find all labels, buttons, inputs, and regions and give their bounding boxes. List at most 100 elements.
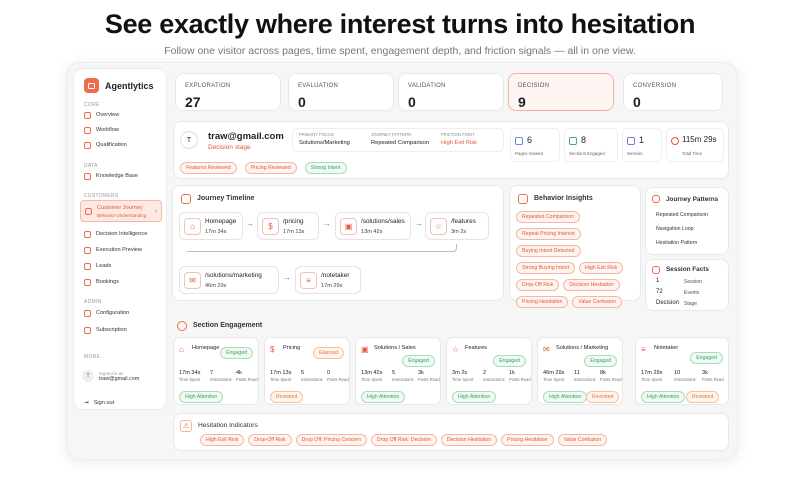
workflow-icon xyxy=(84,126,91,134)
pages-icon xyxy=(515,137,523,145)
grid-icon xyxy=(84,111,91,119)
dollar-icon: $ xyxy=(270,345,275,354)
stage-validation[interactable]: VALIDATION 0 xyxy=(398,73,504,111)
calendar-icon xyxy=(84,278,91,286)
hero-title: See exactly where interest turns into he… xyxy=(104,9,696,39)
tag-pricing-reviewed: Pricing Reviewed xyxy=(244,162,297,174)
target-icon xyxy=(177,321,187,331)
sidebar-item-qualification[interactable]: Qualification xyxy=(80,138,162,152)
sidebar-item-knowledge-base[interactable]: Knowledge Base xyxy=(80,169,162,183)
sidebar-item-workflow[interactable]: Workflow xyxy=(80,123,162,137)
brand-name: Agentlytics xyxy=(105,80,154,91)
visitor-tags: Features Reviewed Pricing Reviewed Stron… xyxy=(180,162,347,174)
insight-tags: Repeated Comparison Repeat Pricing Inter… xyxy=(516,211,638,308)
nav-section-customers: CUSTOMERS xyxy=(84,193,119,199)
arrow-right-icon: → xyxy=(415,219,423,228)
home-icon: ⌂ xyxy=(184,218,201,235)
sidebar-item-execution-preview[interactable]: Execution Preview xyxy=(80,243,162,257)
clock-icon xyxy=(671,137,679,145)
visitor-email: traw@gmail.com xyxy=(208,131,284,142)
arrow-right-icon: → xyxy=(246,219,254,228)
arrow-right-icon: → xyxy=(323,219,331,228)
star-icon: ☆ xyxy=(430,218,447,235)
section-card-pricing[interactable]: $ Pricing Glanced 17m 13s Time Spent 5 Inte… xyxy=(264,337,350,405)
section-card-solutions-sales[interactable]: ▣ Solutions / Sales Engaged 13m 42s Time S… xyxy=(355,337,441,405)
visitor-stage: Decision stage xyxy=(208,144,251,151)
metric-pages-viewed: 6 Pages Viewed xyxy=(510,128,560,162)
section-card-notetaker[interactable]: ≡ Notetaker Engaged 17m 29s Time Spent 10 I… xyxy=(635,337,729,405)
calendar-icon xyxy=(652,266,660,274)
behavior-insights-title: Behavior Insights xyxy=(534,195,593,202)
nav-section-admin: ADMIN xyxy=(84,299,102,305)
brain-icon xyxy=(84,230,91,238)
megaphone-icon: ✉ xyxy=(543,345,550,354)
journey-node-notetaker[interactable]: ≡/notetaker 17m 29s xyxy=(295,266,361,294)
nav-section-more: MORE xyxy=(84,354,101,360)
behavior-insights: Behavior Insights Repeated Comparison Re… xyxy=(509,185,641,308)
section-engagement-title: Section Engagement xyxy=(193,322,263,329)
journey-node-features[interactable]: ☆/features 3m 2s xyxy=(425,212,489,240)
tag-features-reviewed: Features Reviewed xyxy=(180,162,237,174)
megaphone-icon: ✉ xyxy=(184,272,201,289)
sidebar-item-decision-intelligence[interactable]: Decision Intelligence xyxy=(80,227,162,241)
briefcase-icon xyxy=(84,78,99,93)
stage-conversion[interactable]: CONVERSION 0 xyxy=(623,73,723,111)
star-icon: ☆ xyxy=(452,345,460,354)
stage-evaluation[interactable]: EVALUATION 0 xyxy=(288,73,394,111)
dollar-icon: $ xyxy=(262,218,279,235)
journey-node-solutions-sales[interactable]: ▣/solutions/sales 13m 42s xyxy=(335,212,411,240)
journey-timeline: Journey Timeline ⌂ Homepage 17m 34s → $/pr… xyxy=(172,185,504,301)
visitor-summary: PRIMARY FOCUS Solutions/Marketing JOURNE… xyxy=(292,128,504,152)
metric-session: 1 Session xyxy=(622,128,662,162)
section-card-homepage[interactable]: ⌂ Homepage Engaged 17m 34s Time Spent 7 Int… xyxy=(173,337,259,405)
pattern-icon xyxy=(652,195,660,203)
timeline-connector xyxy=(187,244,457,252)
document-icon xyxy=(627,137,635,145)
visitor-card: T traw@gmail.com Decision stage PRIMARY … xyxy=(173,121,729,179)
card-icon xyxy=(84,326,91,334)
app-window: Agentlytics CORE Overview Workflow Quali… xyxy=(66,62,738,460)
session-facts: Session Facts 1 Session 72 Events Decision… xyxy=(645,259,729,311)
metric-sections-engaged: 8 Sections Engaged xyxy=(564,128,618,162)
chevron-right-icon: › xyxy=(154,207,157,215)
sign-out-button[interactable]: ⇥ Sign out xyxy=(84,400,115,406)
sidebar-item-customer-journey[interactable]: Customer Journey Behavior Understanding › xyxy=(80,200,162,222)
target-icon xyxy=(84,141,91,149)
notepad-icon: ≡ xyxy=(641,345,646,354)
metric-total-time: 115m 29s Total Time xyxy=(666,128,724,162)
section-card-solutions-marketing[interactable]: ✉ Solutions / Marketing Engaged 46m 29s Ti… xyxy=(537,337,623,405)
nav-section-data: DATA xyxy=(84,163,98,169)
stage-decision[interactable]: DECISION 9 xyxy=(508,73,614,111)
tag-strong-intent: Strong Intent xyxy=(304,162,347,174)
journey-node-solutions-marketing[interactable]: ✉/solutions/marketing 46m 29s xyxy=(179,266,279,294)
brand-logo[interactable]: Agentlytics xyxy=(84,78,154,93)
hesitation-tags: High Exit Risk Drop-Off Risk Drop Off: P… xyxy=(200,434,608,446)
route-icon xyxy=(85,207,92,215)
nav-section-core: CORE xyxy=(84,102,100,108)
sidebar-item-overview[interactable]: Overview xyxy=(80,108,162,122)
journey-node-homepage[interactable]: ⌂ Homepage 17m 34s xyxy=(179,212,243,240)
sidebar-item-subscription[interactable]: Subscription xyxy=(80,323,162,337)
hesitation-title: Hesitation Indicators xyxy=(198,422,258,429)
briefcase-icon: ▣ xyxy=(361,345,369,354)
play-icon xyxy=(84,246,91,254)
route-icon xyxy=(181,194,191,204)
journey-timeline-title: Journey Timeline xyxy=(197,195,255,202)
logout-icon: ⇥ xyxy=(84,400,89,406)
home-icon: ⌂ xyxy=(179,345,184,354)
book-icon xyxy=(84,172,91,180)
sidebar-item-bookings[interactable]: Bookings xyxy=(80,275,162,289)
arrow-right-icon: → xyxy=(283,273,291,282)
hero-subtitle: Follow one visitor across pages, time sp… xyxy=(164,45,636,57)
stage-exploration[interactable]: EXPLORATION 27 xyxy=(175,73,281,111)
section-card-features[interactable]: ☆ Features Engaged 3m 2s Time Spent 2 Inter… xyxy=(446,337,532,405)
warning-icon: ⚠ xyxy=(180,420,192,432)
sidebar-item-configuration[interactable]: Configuration xyxy=(80,306,162,320)
hero: See exactly where interest turns into he… xyxy=(0,0,800,57)
sidebar-item-leads[interactable]: Leads xyxy=(80,259,162,273)
sparkline-icon xyxy=(518,194,528,204)
hesitation-indicators: ⚠ Hesitation Indicators High Exit Risk D… xyxy=(173,413,729,451)
signed-in-user: T Signed in as traw@gmail.com xyxy=(82,370,139,382)
journey-node-pricing[interactable]: $/pricing 17m 13s xyxy=(257,212,319,240)
users-icon xyxy=(84,262,91,270)
